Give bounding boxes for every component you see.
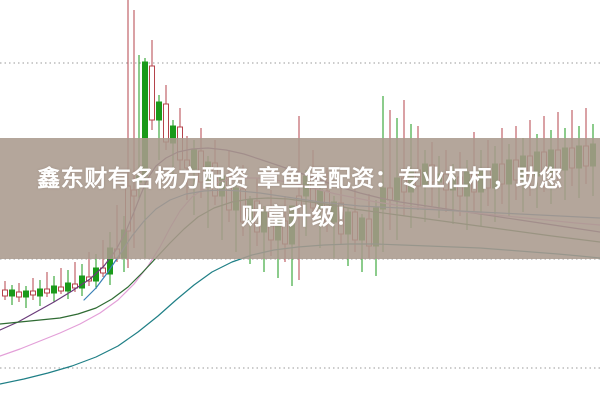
candlestick (16, 283, 22, 302)
candlestick (23, 286, 29, 308)
candlestick (51, 276, 57, 302)
candlestick (72, 262, 78, 292)
candlestick (149, 40, 155, 130)
candlestick (93, 254, 99, 289)
candlestick (58, 268, 64, 294)
candlestick (65, 270, 71, 299)
promo-overlay-band (0, 138, 600, 259)
candlestick (30, 278, 36, 300)
candlestick (2, 281, 8, 300)
candlestick (9, 285, 15, 305)
chart-gridlines (0, 62, 600, 369)
candlestick (44, 272, 50, 297)
candlestick (37, 280, 43, 306)
